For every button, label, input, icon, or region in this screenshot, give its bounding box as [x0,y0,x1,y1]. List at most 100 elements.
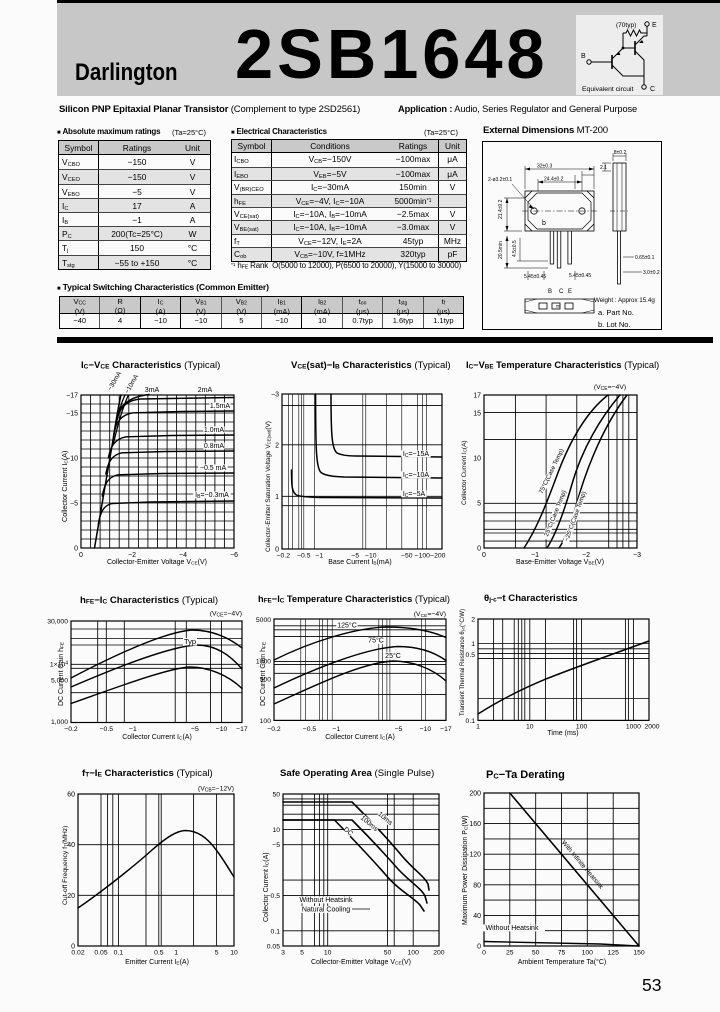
svg-text:−2: −2 [128,552,136,559]
svg-text:−0.2: −0.2 [267,726,281,732]
svg-text:−100: −100 [415,553,431,560]
svg-text:10: 10 [526,723,534,730]
svg-text:(VCB=−12V): (VCB=−12V) [198,786,234,794]
svg-text:75: 75 [558,950,566,957]
svg-text:0.5: 0.5 [154,950,164,957]
svg-text:−6: −6 [230,552,238,559]
svg-text:0: 0 [275,547,279,554]
svg-text:b. Lot No.: b. Lot No. [598,320,631,329]
svg-text:−15: −15 [66,411,78,418]
svg-text:50: 50 [272,792,280,799]
svg-text:With Infinite Heatsink: With Infinite Heatsink [560,839,605,891]
svg-text:1: 1 [174,950,178,957]
svg-text:24.4±0.2: 24.4±0.2 [544,177,564,183]
svg-text:0: 0 [482,950,486,957]
svg-text:5: 5 [477,501,481,508]
svg-text:Typ: Typ [184,637,196,646]
svg-text:8±0.2: 8±0.2 [614,150,627,156]
svg-text:10: 10 [324,950,332,957]
svg-text:Weight : Approx 15.4g: Weight : Approx 15.4g [594,297,655,304]
svg-text:4.5±0.5: 4.5±0.5 [512,240,518,257]
svg-text:100: 100 [408,950,420,957]
svg-text:−10: −10 [365,553,377,560]
svg-text:−5: −5 [272,842,280,849]
svg-text:E: E [568,289,572,295]
svg-text:3: 3 [281,950,285,957]
svg-text:E: E [652,22,657,29]
svg-text:C: C [559,289,564,295]
svg-text:160: 160 [469,821,481,828]
svg-text:15: 15 [473,411,481,418]
svg-text:125: 125 [608,950,620,957]
svg-text:IC=−15A: IC=−15A [403,451,430,459]
svg-text:B: B [581,53,586,60]
svg-text:−3: −3 [633,552,641,559]
svg-text:−17: −17 [236,726,248,733]
svg-text:5: 5 [300,950,304,957]
svg-text:(VCE=−4V): (VCE=−4V) [414,611,446,619]
svg-text:1.0mA: 1.0mA [204,427,225,434]
svg-text:0.1: 0.1 [271,928,281,935]
svg-text:1: 1 [476,723,480,730]
svg-text:−5: −5 [191,726,199,733]
svg-text:25: 25 [506,950,514,957]
svg-text:(70typ): (70typ) [616,22,636,29]
svg-text:Equivalent circuit: Equivalent circuit [582,86,633,93]
svg-text:30,000: 30,000 [47,619,68,626]
svg-text:−0.5 mA: −0.5 mA [200,465,227,472]
svg-text:0.1: 0.1 [466,718,476,725]
svg-text:40: 40 [473,913,481,920]
svg-text:0: 0 [477,546,481,553]
svg-text:1.5mA: 1.5mA [210,403,231,410]
svg-text:0.5: 0.5 [466,652,476,659]
svg-text:a. Part No.: a. Part No. [598,308,634,317]
svg-text:5.45±0.45: 5.45±0.45 [524,274,546,280]
svg-text:−50: −50 [401,553,413,560]
svg-text:−3: −3 [271,392,279,399]
svg-text:0.1: 0.1 [114,950,124,957]
svg-text:0: 0 [71,944,75,951]
svg-text:−5: −5 [70,501,78,508]
svg-text:−0.5: −0.5 [303,726,317,732]
svg-text:−4: −4 [179,552,187,559]
svg-text:0.02: 0.02 [71,950,84,957]
svg-text:100: 100 [582,950,594,957]
svg-text:b: b [542,220,546,227]
svg-text:0: 0 [477,944,481,951]
svg-text:−1: −1 [531,552,539,559]
svg-text:1000: 1000 [256,658,271,665]
svg-text:1,000: 1,000 [51,719,68,726]
svg-text:2: 2 [471,616,475,623]
svg-text:−1: −1 [315,553,323,560]
svg-text:(VCE=−4V): (VCE=−4V) [210,611,242,619]
svg-text:−0.2: −0.2 [277,553,291,560]
svg-text:17: 17 [473,393,481,400]
svg-text:3mA: 3mA [145,387,160,394]
svg-text:0.05: 0.05 [94,950,107,957]
svg-text:75°C: 75°C [368,636,384,644]
svg-text:50: 50 [384,950,392,957]
svg-text:−0.5: −0.5 [267,893,281,900]
svg-text:IC=−5A: IC=−5A [403,491,426,499]
svg-text:2: 2 [275,442,279,449]
svg-text:1000: 1000 [626,723,641,730]
svg-text:21.4±0.2: 21.4±0.2 [498,199,504,219]
svg-text:200: 200 [433,950,445,957]
svg-text:(VCE=−4V): (VCE=−4V) [594,384,626,392]
svg-text:0: 0 [79,552,83,559]
svg-text:−2: −2 [582,552,590,559]
svg-text:−1: −1 [332,726,340,732]
svg-text:5000: 5000 [256,617,271,624]
svg-text:20: 20 [67,893,75,900]
svg-text:100: 100 [576,723,588,730]
svg-text:125°C: 125°C [337,621,357,629]
svg-text:2-ø3.2±0.1: 2-ø3.2±0.1 [488,177,512,183]
svg-text:IB=−0.3mA: IB=−0.3mA [195,492,229,500]
svg-text:−17: −17 [440,726,452,732]
svg-text:10ms: 10ms [376,811,394,827]
svg-text:−0.5: −0.5 [100,726,114,733]
svg-text:C: C [650,86,655,93]
svg-text:80: 80 [473,882,481,889]
svg-text:Without Heatsink: Without Heatsink [486,925,539,932]
svg-text:2000: 2000 [644,723,659,730]
